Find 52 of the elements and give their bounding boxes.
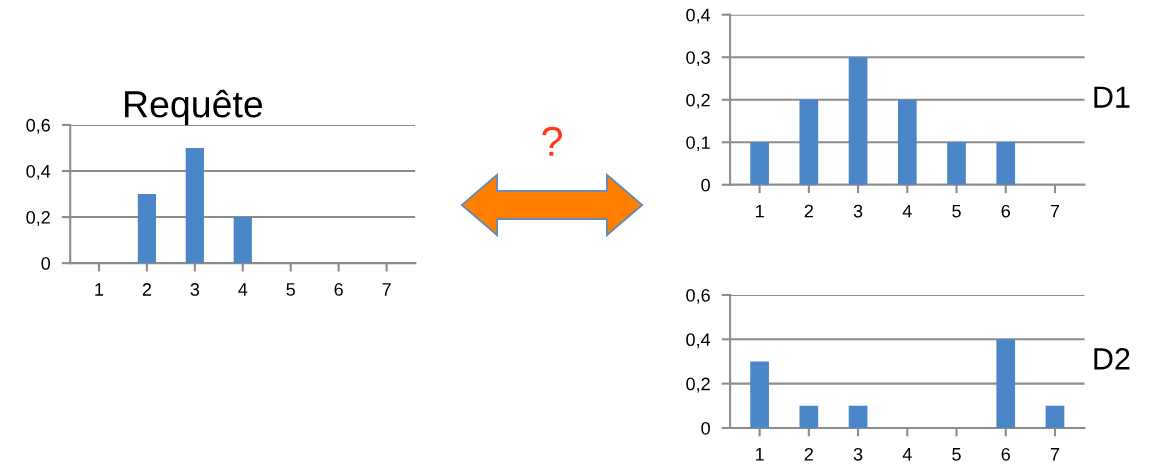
bar bbox=[750, 142, 769, 185]
x-tick-label: 2 bbox=[804, 447, 813, 461]
bar bbox=[799, 405, 819, 428]
text: D1 bbox=[1094, 86, 1130, 108]
x-tick-label: 7 bbox=[382, 283, 391, 296]
x-tick-label: 3 bbox=[853, 447, 863, 461]
bar bbox=[996, 339, 1016, 428]
x-tick-label: 1 bbox=[95, 283, 104, 296]
x-tick-label: 5 bbox=[952, 448, 961, 461]
x-tick-label: 7 bbox=[1050, 448, 1060, 461]
bar bbox=[897, 99, 917, 185]
y-tick-label: 0,1 bbox=[686, 136, 710, 152]
y-tick-label: 0,2 bbox=[686, 93, 710, 109]
x-tick-label: 4 bbox=[238, 283, 248, 296]
text: ? bbox=[542, 126, 563, 156]
bar bbox=[848, 405, 868, 428]
y-tick-label: 0,6 bbox=[26, 118, 50, 134]
text: D2 bbox=[1094, 348, 1130, 370]
y-tick-label: 0 bbox=[701, 421, 710, 435]
x-tick-label: 1 bbox=[755, 448, 764, 461]
x-tick-label: 3 bbox=[190, 283, 200, 296]
x-tick-label: 4 bbox=[902, 204, 912, 218]
x-tick-label: 4 bbox=[902, 448, 912, 461]
bar bbox=[1045, 405, 1065, 428]
x-tick-label: 7 bbox=[1050, 204, 1060, 218]
y-tick-label: 0,4 bbox=[686, 8, 711, 24]
bar bbox=[233, 217, 252, 264]
x-tick-label: 2 bbox=[142, 283, 152, 296]
x-tick-label: 3 bbox=[853, 204, 863, 218]
bar bbox=[799, 99, 819, 185]
y-tick-label: 0,4 bbox=[686, 333, 711, 349]
y-tick-label: 0 bbox=[41, 257, 51, 270]
y-tick-label: 0,4 bbox=[26, 164, 51, 180]
x-tick-label: 5 bbox=[952, 204, 961, 218]
y-tick-label: 0 bbox=[701, 178, 710, 192]
bar bbox=[947, 142, 966, 185]
bar bbox=[750, 361, 769, 428]
y-tick-label: 0,2 bbox=[26, 211, 50, 226]
bar bbox=[185, 147, 204, 264]
x-tick-label: 6 bbox=[1001, 447, 1010, 461]
x-tick-label: 6 bbox=[1001, 204, 1010, 218]
x-tick-label: 6 bbox=[334, 283, 343, 296]
bar bbox=[996, 142, 1016, 185]
x-tick-label: 1 bbox=[755, 204, 764, 218]
bar bbox=[137, 194, 157, 264]
chart-title: Requête bbox=[125, 89, 263, 125]
x-tick-label: 5 bbox=[286, 283, 295, 296]
y-tick-label: 0,3 bbox=[686, 51, 710, 67]
x-tick-label: 2 bbox=[804, 204, 813, 218]
y-tick-label: 0,6 bbox=[686, 288, 710, 304]
bar bbox=[848, 57, 868, 185]
y-tick-label: 0,2 bbox=[686, 377, 710, 393]
